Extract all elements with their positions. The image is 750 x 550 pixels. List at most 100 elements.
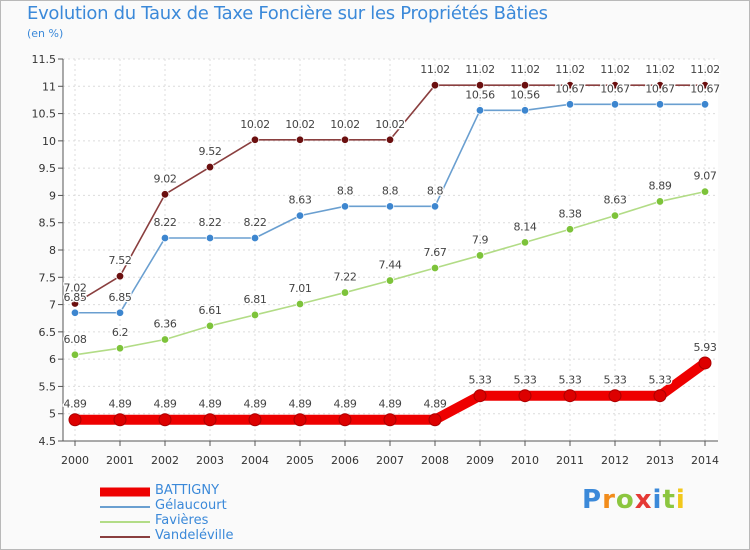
y-tick-label: 11 xyxy=(42,80,56,93)
data-point xyxy=(475,80,485,90)
data-point xyxy=(430,80,440,90)
x-tick-label: 2009 xyxy=(466,454,494,467)
data-point xyxy=(428,413,442,427)
logo-letter: P xyxy=(582,485,603,515)
y-tick-label: 11.5 xyxy=(32,53,57,66)
y-tick-label: 7.5 xyxy=(39,271,57,284)
data-point xyxy=(338,413,352,427)
data-label: 4.89 xyxy=(424,398,447,411)
data-label: 5.33 xyxy=(604,374,627,387)
data-label: 9.02 xyxy=(154,172,177,185)
data-point xyxy=(68,413,82,427)
data-label: 7.52 xyxy=(109,254,132,267)
data-label: 8.8 xyxy=(427,184,444,197)
data-point xyxy=(158,413,172,427)
legend-swatch-battigny xyxy=(100,487,150,496)
logo-letter: i xyxy=(675,485,686,515)
data-label: 5.93 xyxy=(694,341,717,354)
data-point xyxy=(160,190,170,199)
data-label: 8.63 xyxy=(289,194,312,207)
data-point xyxy=(205,321,215,331)
data-label: 10.02 xyxy=(330,118,360,131)
data-label: 6.85 xyxy=(64,291,87,304)
data-label: 7.67 xyxy=(424,246,447,259)
x-tick-label: 2010 xyxy=(511,454,539,467)
data-point xyxy=(610,100,620,109)
y-tick-label: 8.5 xyxy=(39,217,57,230)
x-tick-label: 2011 xyxy=(556,454,584,467)
data-label: 10.67 xyxy=(645,82,675,95)
data-point xyxy=(115,271,125,281)
data-point xyxy=(655,100,665,109)
legend-swatch-gelaucourt xyxy=(100,505,150,508)
data-label: 4.89 xyxy=(244,398,267,411)
data-point xyxy=(520,80,530,90)
data-label: 11.02 xyxy=(465,63,495,76)
data-label: 4.89 xyxy=(289,398,312,411)
legend-item-vandeleville: Vandeléville xyxy=(100,528,340,544)
data-point xyxy=(475,106,485,115)
data-label: 9.52 xyxy=(199,145,222,158)
data-point xyxy=(608,389,622,403)
data-label: 7.22 xyxy=(334,271,357,284)
data-point xyxy=(475,251,485,260)
data-point xyxy=(700,187,710,196)
data-point xyxy=(248,413,262,427)
data-label: 6.61 xyxy=(199,304,222,317)
data-point xyxy=(205,233,215,243)
data-point xyxy=(70,308,80,317)
legend-label-favieres: Favières xyxy=(155,513,209,528)
data-label: 8.89 xyxy=(649,179,672,192)
data-point xyxy=(70,350,80,359)
y-tick-label: 9 xyxy=(49,189,56,202)
data-point xyxy=(565,80,575,90)
data-point xyxy=(295,299,305,309)
data-point xyxy=(293,413,307,427)
data-point xyxy=(160,335,170,344)
data-label: 10.56 xyxy=(510,88,540,101)
proxiti-logo: Proxiti xyxy=(582,485,686,515)
data-label: 6.85 xyxy=(109,291,132,304)
data-point xyxy=(250,135,260,144)
data-point xyxy=(385,202,395,211)
logo-letter: r xyxy=(602,485,616,515)
data-point xyxy=(520,106,530,115)
data-label: 10.02 xyxy=(375,118,405,131)
data-point xyxy=(700,100,710,109)
data-label: 6.36 xyxy=(154,317,177,330)
unit-label: (en %) xyxy=(27,27,64,40)
x-tick-label: 2008 xyxy=(421,454,449,467)
data-label: 11.02 xyxy=(420,63,450,76)
data-label: 7.9 xyxy=(472,233,489,246)
data-point xyxy=(430,202,440,211)
data-point xyxy=(295,135,305,144)
data-label: 5.33 xyxy=(649,374,672,387)
data-label: 10.67 xyxy=(600,82,630,95)
data-label: 11.02 xyxy=(510,63,540,76)
x-tick-label: 2006 xyxy=(331,454,359,467)
data-label: 11.02 xyxy=(600,63,630,76)
y-tick-label: 10.5 xyxy=(32,108,57,121)
data-point xyxy=(383,413,397,427)
x-tick-label: 2001 xyxy=(106,454,134,467)
x-tick-label: 2007 xyxy=(376,454,404,467)
data-point xyxy=(430,263,440,273)
data-point xyxy=(653,389,667,403)
data-point xyxy=(520,238,530,247)
y-tick-label: 6 xyxy=(49,353,56,366)
y-tick-label: 7 xyxy=(49,299,56,312)
legend-item-battigny: BATTIGNY xyxy=(100,483,340,499)
data-label: 8.8 xyxy=(382,184,399,197)
data-label: 10.56 xyxy=(465,88,495,101)
data-point xyxy=(610,211,620,220)
data-point xyxy=(700,80,710,90)
data-point xyxy=(655,197,665,206)
legend-label-battigny: BATTIGNY xyxy=(155,483,220,498)
data-label: 10.02 xyxy=(240,118,270,131)
data-label: 9.07 xyxy=(694,170,717,183)
data-point xyxy=(518,389,532,403)
data-label: 8.22 xyxy=(154,216,177,229)
x-tick-label: 2014 xyxy=(691,454,719,467)
data-label: 5.33 xyxy=(469,374,492,387)
data-point xyxy=(563,389,577,403)
